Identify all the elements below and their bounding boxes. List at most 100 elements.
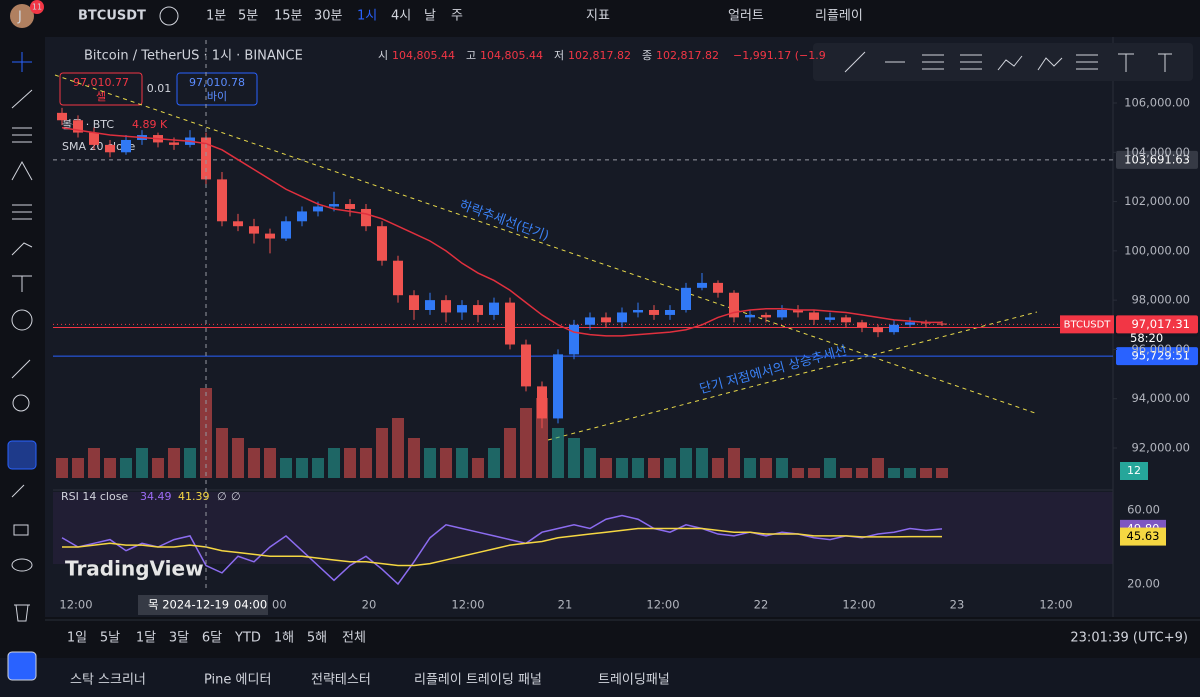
sma-line	[61, 126, 942, 337]
spread: 0.01	[147, 82, 172, 95]
volume-bar	[856, 468, 868, 478]
candle-body	[665, 310, 675, 315]
crosshair-time-bg	[138, 595, 268, 615]
interval[interactable]: 주	[451, 9, 463, 24]
range[interactable]: 1일	[67, 631, 87, 646]
volume-bar	[904, 468, 916, 478]
candle-body	[825, 317, 835, 320]
avatar[interactable]	[10, 4, 34, 28]
candle-body	[585, 317, 595, 325]
range[interactable]: 6달	[202, 631, 222, 646]
volume-bar	[776, 458, 788, 478]
last-label-bg	[1116, 315, 1198, 334]
candle-body	[809, 312, 819, 320]
volume-bar	[344, 448, 356, 478]
add-icon[interactable]	[159, 6, 179, 26]
tab[interactable]: 스탁 스크리너	[70, 673, 146, 688]
volume-bar	[280, 458, 292, 478]
range[interactable]: 5해	[307, 631, 327, 646]
range[interactable]: 전체	[342, 631, 366, 646]
interval[interactable]: 날	[424, 9, 436, 24]
volume-bar	[376, 428, 388, 478]
left-toolbar	[7, 52, 37, 681]
interval[interactable]: 15분	[274, 9, 303, 24]
candle-body	[297, 211, 307, 222]
range[interactable]: YTD	[234, 631, 261, 646]
volume-bar	[504, 428, 516, 478]
symbol-tag-text: BTCUSDT	[1064, 319, 1112, 330]
draw-icons	[844, 51, 1172, 73]
volume-bar	[760, 458, 772, 478]
volume-bar	[584, 448, 596, 478]
crosshair-label: 103,691.63	[1124, 152, 1190, 166]
candle-body	[393, 260, 403, 296]
rsi-ma-line	[62, 527, 943, 567]
brand: TradingView	[65, 557, 204, 581]
ohlc-value: 104,805.44	[392, 49, 455, 62]
interval[interactable]: 5분	[238, 9, 258, 24]
replay[interactable]: 리플레이	[815, 9, 863, 24]
volume-bar	[520, 408, 532, 478]
candle-body	[217, 179, 227, 222]
range[interactable]: 1해	[274, 631, 294, 646]
interval[interactable]: 30분	[314, 9, 343, 24]
legend-title: Bitcoin / TetherUS · 1시 · BINANCE	[84, 49, 303, 64]
time-tick: 12:00	[451, 598, 484, 612]
tab[interactable]: 리플레이 트레이딩 패널	[414, 673, 542, 688]
candle-body	[713, 282, 723, 293]
candle-body	[889, 324, 899, 333]
indicators[interactable]: 지표	[586, 9, 610, 24]
time-tick: 21	[558, 598, 573, 612]
range[interactable]: 3달	[169, 631, 189, 646]
ohlc-key: 고	[466, 49, 476, 62]
volume-bar	[568, 438, 580, 478]
volume-bar	[936, 468, 948, 478]
tab[interactable]: 트레이딩패널	[598, 673, 670, 688]
volume-bar	[456, 448, 468, 478]
tab[interactable]: 전략테스터	[311, 673, 371, 688]
volume-value: 4.89 K	[132, 118, 168, 131]
time-tick: 20	[362, 598, 377, 612]
ohlc-key: 시	[378, 49, 388, 62]
candle-body	[233, 221, 243, 227]
candle-body	[313, 206, 323, 212]
candle-body	[377, 226, 387, 261]
interval[interactable]: 1시	[357, 9, 377, 24]
candle-body	[121, 139, 131, 153]
range[interactable]: 5날	[100, 631, 120, 646]
volume-bar	[152, 458, 164, 478]
candle-body	[873, 327, 883, 333]
volume-bar	[712, 458, 724, 478]
candle-body	[441, 300, 451, 313]
tab[interactable]: Pine 에디터	[204, 673, 271, 688]
candle-body	[489, 302, 499, 315]
range[interactable]: 1달	[136, 631, 156, 646]
rsi-n: ∅	[217, 490, 227, 503]
change: −1,991.17 (−1.9	[733, 49, 826, 62]
price-tick-label: 106,000.00	[1124, 96, 1190, 110]
time-tick: 23	[950, 598, 965, 612]
volume-bar	[296, 458, 308, 478]
volume-bar	[888, 468, 900, 478]
candle-body	[617, 312, 627, 323]
candle-body	[601, 317, 611, 323]
candle-body	[777, 310, 787, 318]
interval[interactable]: 1분	[206, 9, 226, 24]
volume-bar	[392, 418, 404, 478]
interval[interactable]: 4시	[391, 9, 411, 24]
price-tick-label: 104,000.00	[1124, 145, 1190, 159]
candle-body	[473, 305, 483, 315]
buy-price: 97,010.78	[189, 76, 245, 89]
symbol[interactable]: BTCUSDT	[78, 9, 146, 24]
buy: 바이	[207, 90, 227, 103]
volume-bar	[88, 448, 100, 478]
alerts[interactable]: 얼러트	[728, 9, 764, 24]
buy-box[interactable]	[176, 72, 258, 106]
volume-bar	[728, 448, 740, 478]
volume-bar	[616, 458, 628, 478]
volume-bar	[552, 428, 564, 478]
sell-box[interactable]	[59, 72, 143, 106]
candle-body	[537, 386, 547, 419]
volume-bar	[472, 458, 484, 478]
level-label-bg	[1116, 347, 1198, 366]
